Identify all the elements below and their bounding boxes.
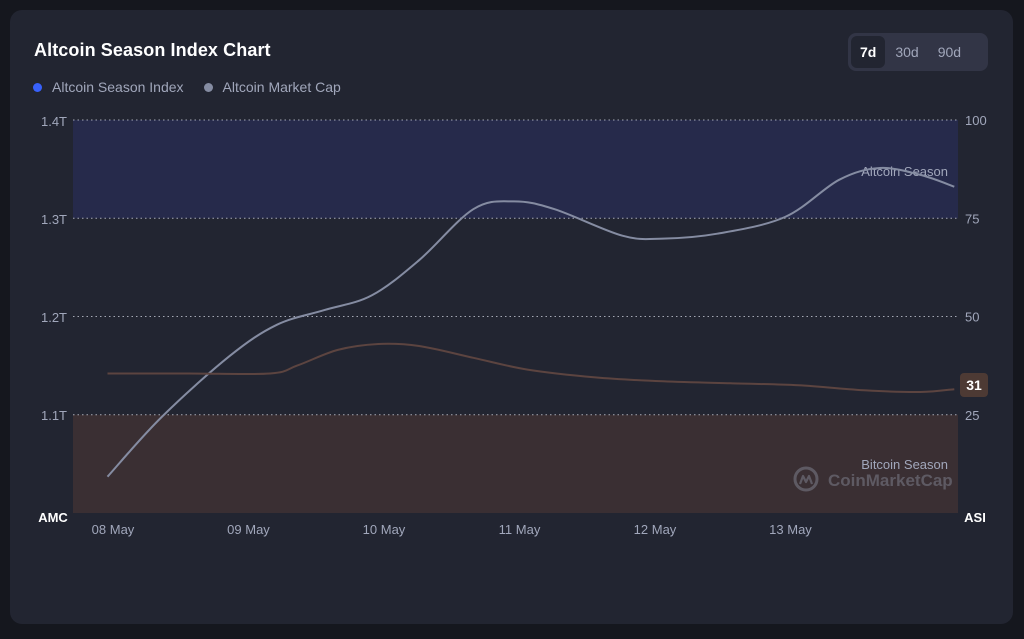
right-axis-tick-label: 100	[965, 113, 987, 128]
bitcoin-season-zone	[73, 414, 958, 513]
right-axis-label: ASI	[964, 510, 986, 525]
x-axis-tick-label: 12 May	[634, 522, 677, 537]
watermark-text: CoinMarketCap	[828, 471, 953, 490]
right-axis-ticks: 100 75 50 25	[965, 113, 987, 423]
current-value-text: 31	[966, 377, 982, 393]
left-axis-ticks: 1.4T 1.3T 1.2T 1.1T	[41, 114, 67, 423]
time-range-selector: 7d 30d 90d	[848, 33, 988, 71]
x-axis-tick-label: 11 May	[499, 522, 541, 537]
left-axis-label: AMC	[38, 510, 68, 525]
range-button-7d[interactable]: 7d	[851, 36, 886, 68]
series-line-altcoin-market-cap	[106, 166, 955, 478]
right-axis-tick-label: 75	[965, 211, 979, 226]
x-axis-ticks: 08 May 09 May 10 May 11 May 12 May 13 May	[92, 522, 813, 537]
legend-item-market-cap[interactable]: Altcoin Market Cap	[203, 79, 341, 95]
legend: Altcoin Season Index Altcoin Market Cap	[33, 79, 361, 95]
right-axis-tick-label: 50	[965, 310, 979, 325]
left-axis-tick-label: 1.2T	[41, 310, 67, 325]
legend-dot-index	[33, 82, 42, 92]
watermark: CoinMarketCap	[793, 466, 953, 492]
bitcoin-season-label: Bitcoin Season	[861, 457, 948, 472]
x-axis-tick-label: 08 May	[92, 522, 135, 537]
left-axis-tick-label: 1.3T	[41, 212, 67, 227]
legend-dot-market-cap	[203, 82, 213, 92]
current-value-badge: 31	[960, 373, 988, 397]
altcoin-season-zone	[73, 120, 958, 219]
legend-label-market-cap: Altcoin Market Cap	[222, 79, 341, 95]
x-axis-tick-label: 10 May	[363, 522, 406, 537]
series-line-altcoin-season-index	[107, 342, 955, 394]
right-axis-tick-label: 25	[965, 408, 979, 423]
left-axis-tick-label: 1.4T	[41, 114, 67, 129]
range-button-30d[interactable]: 30d	[895, 44, 919, 60]
coinmarketcap-logo-icon	[793, 466, 819, 492]
x-axis-tick-label: 13 May	[769, 522, 812, 537]
chart-title: Altcoin Season Index Chart	[34, 40, 271, 60]
legend-label-index: Altcoin Season Index	[52, 79, 184, 95]
grid-lines	[73, 119, 958, 416]
legend-item-index[interactable]: Altcoin Season Index	[33, 79, 184, 95]
x-axis-tick-label: 09 May	[227, 522, 270, 537]
left-axis-tick-label: 1.1T	[41, 408, 67, 423]
range-button-90d[interactable]: 90d	[937, 44, 962, 60]
